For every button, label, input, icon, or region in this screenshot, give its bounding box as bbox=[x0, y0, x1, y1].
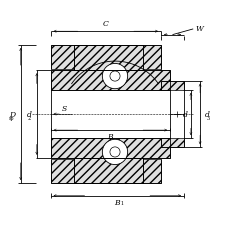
Polygon shape bbox=[160, 81, 183, 90]
Text: sp: sp bbox=[9, 115, 14, 120]
Text: B: B bbox=[114, 198, 120, 206]
Text: 3: 3 bbox=[205, 115, 209, 120]
Circle shape bbox=[109, 147, 120, 157]
Polygon shape bbox=[50, 46, 160, 70]
Polygon shape bbox=[73, 158, 142, 183]
Text: C: C bbox=[102, 19, 108, 27]
Text: W: W bbox=[195, 25, 202, 33]
Text: D: D bbox=[9, 111, 15, 118]
Text: B: B bbox=[107, 133, 113, 141]
Text: 2: 2 bbox=[28, 115, 31, 120]
Polygon shape bbox=[160, 139, 183, 148]
Text: 1: 1 bbox=[120, 200, 123, 205]
Polygon shape bbox=[50, 71, 169, 90]
Text: S: S bbox=[62, 104, 67, 112]
Polygon shape bbox=[50, 139, 169, 158]
Text: d: d bbox=[27, 111, 32, 118]
Circle shape bbox=[102, 140, 127, 165]
Text: d: d bbox=[182, 111, 187, 118]
Polygon shape bbox=[50, 159, 160, 183]
Circle shape bbox=[102, 64, 127, 89]
Circle shape bbox=[109, 72, 120, 82]
Polygon shape bbox=[73, 46, 142, 71]
Text: d: d bbox=[204, 111, 209, 118]
